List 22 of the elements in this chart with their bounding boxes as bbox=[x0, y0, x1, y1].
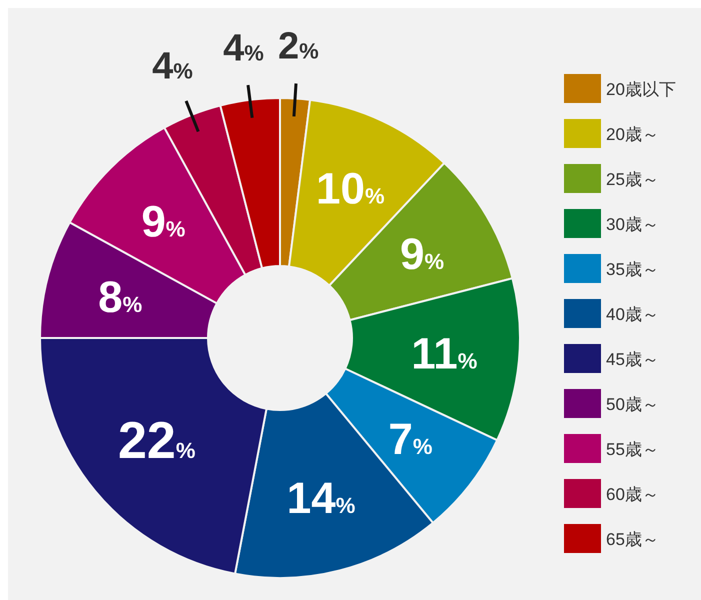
data-label: 11% bbox=[411, 330, 478, 379]
legend-label: 30歳～ bbox=[606, 215, 659, 234]
data-label: 9% bbox=[141, 197, 186, 246]
legend-label: 50歳～ bbox=[606, 395, 659, 414]
legend-label: 60歳～ bbox=[606, 485, 659, 504]
legend-label: 20歳～ bbox=[606, 125, 659, 144]
data-label: 10% bbox=[316, 164, 385, 214]
data-label: 9% bbox=[400, 230, 444, 280]
legend-label: 65歳～ bbox=[606, 530, 659, 549]
data-label: 8% bbox=[98, 272, 142, 322]
legend-label: 20歳以下 bbox=[606, 80, 676, 99]
legend-label: 35歳～ bbox=[606, 260, 659, 279]
data-label: 2% bbox=[278, 26, 319, 68]
data-label: 14% bbox=[286, 474, 356, 523]
legend-label: 40歳～ bbox=[606, 305, 659, 324]
legend-label: 25歳～ bbox=[606, 170, 659, 189]
data-label: 4% bbox=[152, 46, 193, 88]
data-label: 7% bbox=[388, 415, 432, 464]
legend-label: 45歳～ bbox=[606, 350, 659, 369]
data-label: 4% bbox=[223, 27, 264, 70]
data-label: 22% bbox=[118, 412, 196, 470]
legend-label: 55歳～ bbox=[606, 440, 659, 459]
